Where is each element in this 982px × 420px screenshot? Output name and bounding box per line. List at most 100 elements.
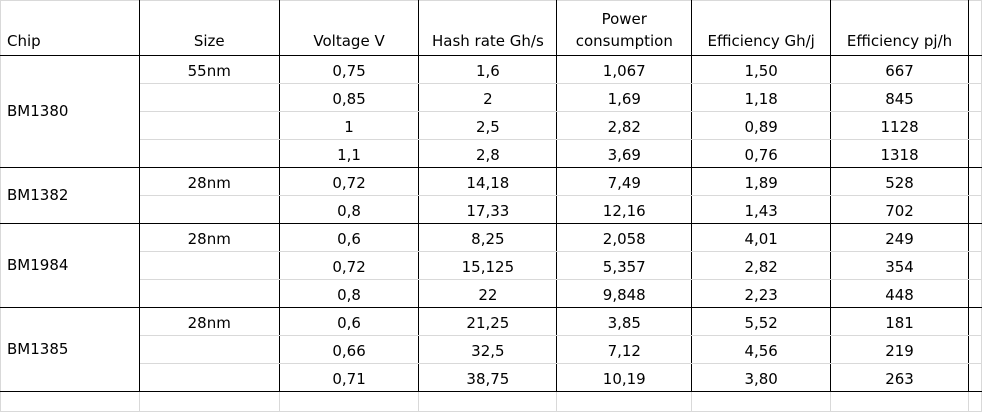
hashrate-cell[interactable]: 32,5: [418, 335, 558, 364]
empty-cell[interactable]: [967, 391, 982, 412]
empty-cell[interactable]: [967, 111, 982, 140]
efficiency-pjh-cell[interactable]: 249: [830, 223, 969, 252]
hashrate-cell[interactable]: 1,6: [418, 55, 558, 84]
voltage-cell[interactable]: 0,85: [278, 83, 420, 112]
empty-cell[interactable]: [830, 391, 969, 412]
size-cell[interactable]: [138, 279, 280, 308]
hashrate-cell[interactable]: 8,25: [418, 223, 558, 252]
voltage-cell[interactable]: 0,6: [278, 223, 420, 252]
voltage-cell[interactable]: 0,72: [278, 251, 420, 280]
header-efficiency-pjh[interactable]: Efficiency pj/h: [830, 0, 969, 56]
power-cell[interactable]: 7,12: [556, 335, 693, 364]
efficiency-pjh-cell[interactable]: 702: [830, 195, 969, 224]
hashrate-cell[interactable]: 2,8: [418, 139, 558, 168]
empty-cell[interactable]: [967, 279, 982, 308]
empty-cell[interactable]: [967, 195, 982, 224]
size-cell[interactable]: [138, 111, 280, 140]
efficiency-ghj-cell[interactable]: 4,01: [691, 223, 832, 252]
power-cell[interactable]: 9,848: [556, 279, 693, 308]
power-cell[interactable]: 2,058: [556, 223, 693, 252]
efficiency-pjh-cell[interactable]: 667: [830, 55, 969, 84]
header-efficiency-ghj[interactable]: Efficiency Gh/j: [691, 0, 832, 56]
size-cell[interactable]: 28nm: [138, 223, 280, 252]
chip-name-cell[interactable]: BM1380: [0, 55, 140, 168]
header-chip[interactable]: Chip: [0, 0, 140, 56]
efficiency-ghj-cell[interactable]: 0,89: [691, 111, 832, 140]
voltage-cell[interactable]: 0,8: [278, 279, 420, 308]
size-cell[interactable]: [138, 83, 280, 112]
power-cell[interactable]: 3,69: [556, 139, 693, 168]
empty-cell[interactable]: [967, 0, 982, 56]
efficiency-pjh-cell[interactable]: 181: [830, 307, 969, 336]
empty-cell[interactable]: [967, 335, 982, 364]
hashrate-cell[interactable]: 22: [418, 279, 558, 308]
header-voltage[interactable]: Voltage V: [278, 0, 420, 56]
efficiency-ghj-cell[interactable]: 0,76: [691, 139, 832, 168]
voltage-cell[interactable]: 1,1: [278, 139, 420, 168]
size-cell[interactable]: [138, 251, 280, 280]
efficiency-ghj-cell[interactable]: 1,50: [691, 55, 832, 84]
hashrate-cell[interactable]: 14,18: [418, 167, 558, 196]
power-cell[interactable]: 10,19: [556, 363, 693, 392]
size-cell[interactable]: [138, 139, 280, 168]
header-power[interactable]: Power consumption: [556, 0, 693, 56]
efficiency-pjh-cell[interactable]: 219: [830, 335, 969, 364]
hashrate-cell[interactable]: 2,5: [418, 111, 558, 140]
voltage-cell[interactable]: 0,8: [278, 195, 420, 224]
empty-cell[interactable]: [967, 307, 982, 336]
empty-cell[interactable]: [138, 391, 280, 412]
header-hashrate[interactable]: Hash rate Gh/s: [418, 0, 558, 56]
hashrate-cell[interactable]: 15,125: [418, 251, 558, 280]
empty-cell[interactable]: [691, 391, 832, 412]
size-cell[interactable]: 28nm: [138, 167, 280, 196]
efficiency-pjh-cell[interactable]: 263: [830, 363, 969, 392]
voltage-cell[interactable]: 1: [278, 111, 420, 140]
chip-name-cell[interactable]: BM1385: [0, 307, 140, 392]
power-cell[interactable]: 1,067: [556, 55, 693, 84]
empty-cell[interactable]: [418, 391, 558, 412]
voltage-cell[interactable]: 0,6: [278, 307, 420, 336]
efficiency-ghj-cell[interactable]: 2,82: [691, 251, 832, 280]
size-cell[interactable]: [138, 195, 280, 224]
hashrate-cell[interactable]: 2: [418, 83, 558, 112]
efficiency-ghj-cell[interactable]: 2,23: [691, 279, 832, 308]
efficiency-ghj-cell[interactable]: 1,43: [691, 195, 832, 224]
efficiency-pjh-cell[interactable]: 448: [830, 279, 969, 308]
empty-cell[interactable]: [0, 391, 140, 412]
size-cell[interactable]: 55nm: [138, 55, 280, 84]
empty-cell[interactable]: [278, 391, 420, 412]
empty-cell[interactable]: [967, 251, 982, 280]
hashrate-cell[interactable]: 17,33: [418, 195, 558, 224]
efficiency-ghj-cell[interactable]: 5,52: [691, 307, 832, 336]
efficiency-pjh-cell[interactable]: 528: [830, 167, 969, 196]
power-cell[interactable]: 7,49: [556, 167, 693, 196]
empty-cell[interactable]: [967, 55, 982, 84]
hashrate-cell[interactable]: 38,75: [418, 363, 558, 392]
power-cell[interactable]: 12,16: [556, 195, 693, 224]
voltage-cell[interactable]: 0,75: [278, 55, 420, 84]
efficiency-ghj-cell[interactable]: 1,18: [691, 83, 832, 112]
efficiency-pjh-cell[interactable]: 845: [830, 83, 969, 112]
chip-name-cell[interactable]: BM1984: [0, 223, 140, 308]
voltage-cell[interactable]: 0,71: [278, 363, 420, 392]
power-cell[interactable]: 1,69: [556, 83, 693, 112]
power-cell[interactable]: 2,82: [556, 111, 693, 140]
efficiency-ghj-cell[interactable]: 1,89: [691, 167, 832, 196]
efficiency-ghj-cell[interactable]: 4,56: [691, 335, 832, 364]
empty-cell[interactable]: [967, 223, 982, 252]
efficiency-pjh-cell[interactable]: 354: [830, 251, 969, 280]
power-cell[interactable]: 3,85: [556, 307, 693, 336]
empty-cell[interactable]: [556, 391, 693, 412]
empty-cell[interactable]: [967, 139, 982, 168]
hashrate-cell[interactable]: 21,25: [418, 307, 558, 336]
empty-cell[interactable]: [967, 167, 982, 196]
efficiency-pjh-cell[interactable]: 1318: [830, 139, 969, 168]
efficiency-ghj-cell[interactable]: 3,80: [691, 363, 832, 392]
voltage-cell[interactable]: 0,72: [278, 167, 420, 196]
efficiency-pjh-cell[interactable]: 1128: [830, 111, 969, 140]
empty-cell[interactable]: [967, 363, 982, 392]
power-cell[interactable]: 5,357: [556, 251, 693, 280]
chip-name-cell[interactable]: BM1382: [0, 167, 140, 224]
size-cell[interactable]: [138, 363, 280, 392]
empty-cell[interactable]: [967, 83, 982, 112]
